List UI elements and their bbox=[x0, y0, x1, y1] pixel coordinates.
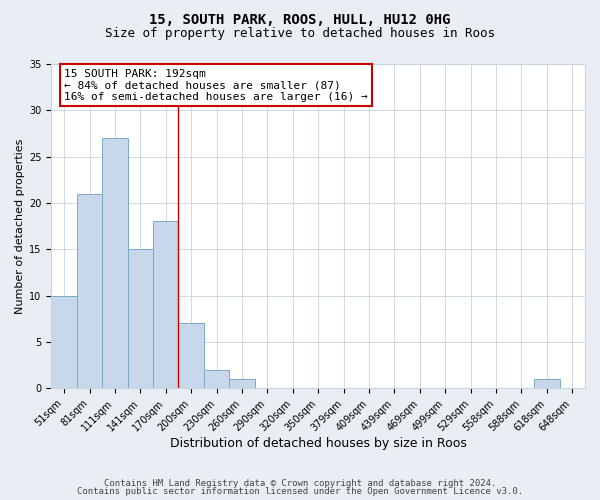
Bar bbox=[204, 370, 229, 388]
Text: Contains HM Land Registry data © Crown copyright and database right 2024.: Contains HM Land Registry data © Crown c… bbox=[104, 478, 496, 488]
Bar bbox=[534, 379, 560, 388]
Bar bbox=[128, 250, 153, 388]
X-axis label: Distribution of detached houses by size in Roos: Distribution of detached houses by size … bbox=[170, 437, 467, 450]
Text: 15, SOUTH PARK, ROOS, HULL, HU12 0HG: 15, SOUTH PARK, ROOS, HULL, HU12 0HG bbox=[149, 12, 451, 26]
Text: Contains public sector information licensed under the Open Government Licence v3: Contains public sector information licen… bbox=[77, 487, 523, 496]
Bar bbox=[178, 324, 204, 388]
Bar bbox=[102, 138, 128, 388]
Bar bbox=[52, 296, 77, 388]
Text: Size of property relative to detached houses in Roos: Size of property relative to detached ho… bbox=[105, 28, 495, 40]
Bar bbox=[77, 194, 102, 388]
Bar bbox=[229, 379, 254, 388]
Y-axis label: Number of detached properties: Number of detached properties bbox=[15, 138, 25, 314]
Bar bbox=[153, 222, 178, 388]
Text: 15 SOUTH PARK: 192sqm
← 84% of detached houses are smaller (87)
16% of semi-deta: 15 SOUTH PARK: 192sqm ← 84% of detached … bbox=[64, 68, 368, 102]
